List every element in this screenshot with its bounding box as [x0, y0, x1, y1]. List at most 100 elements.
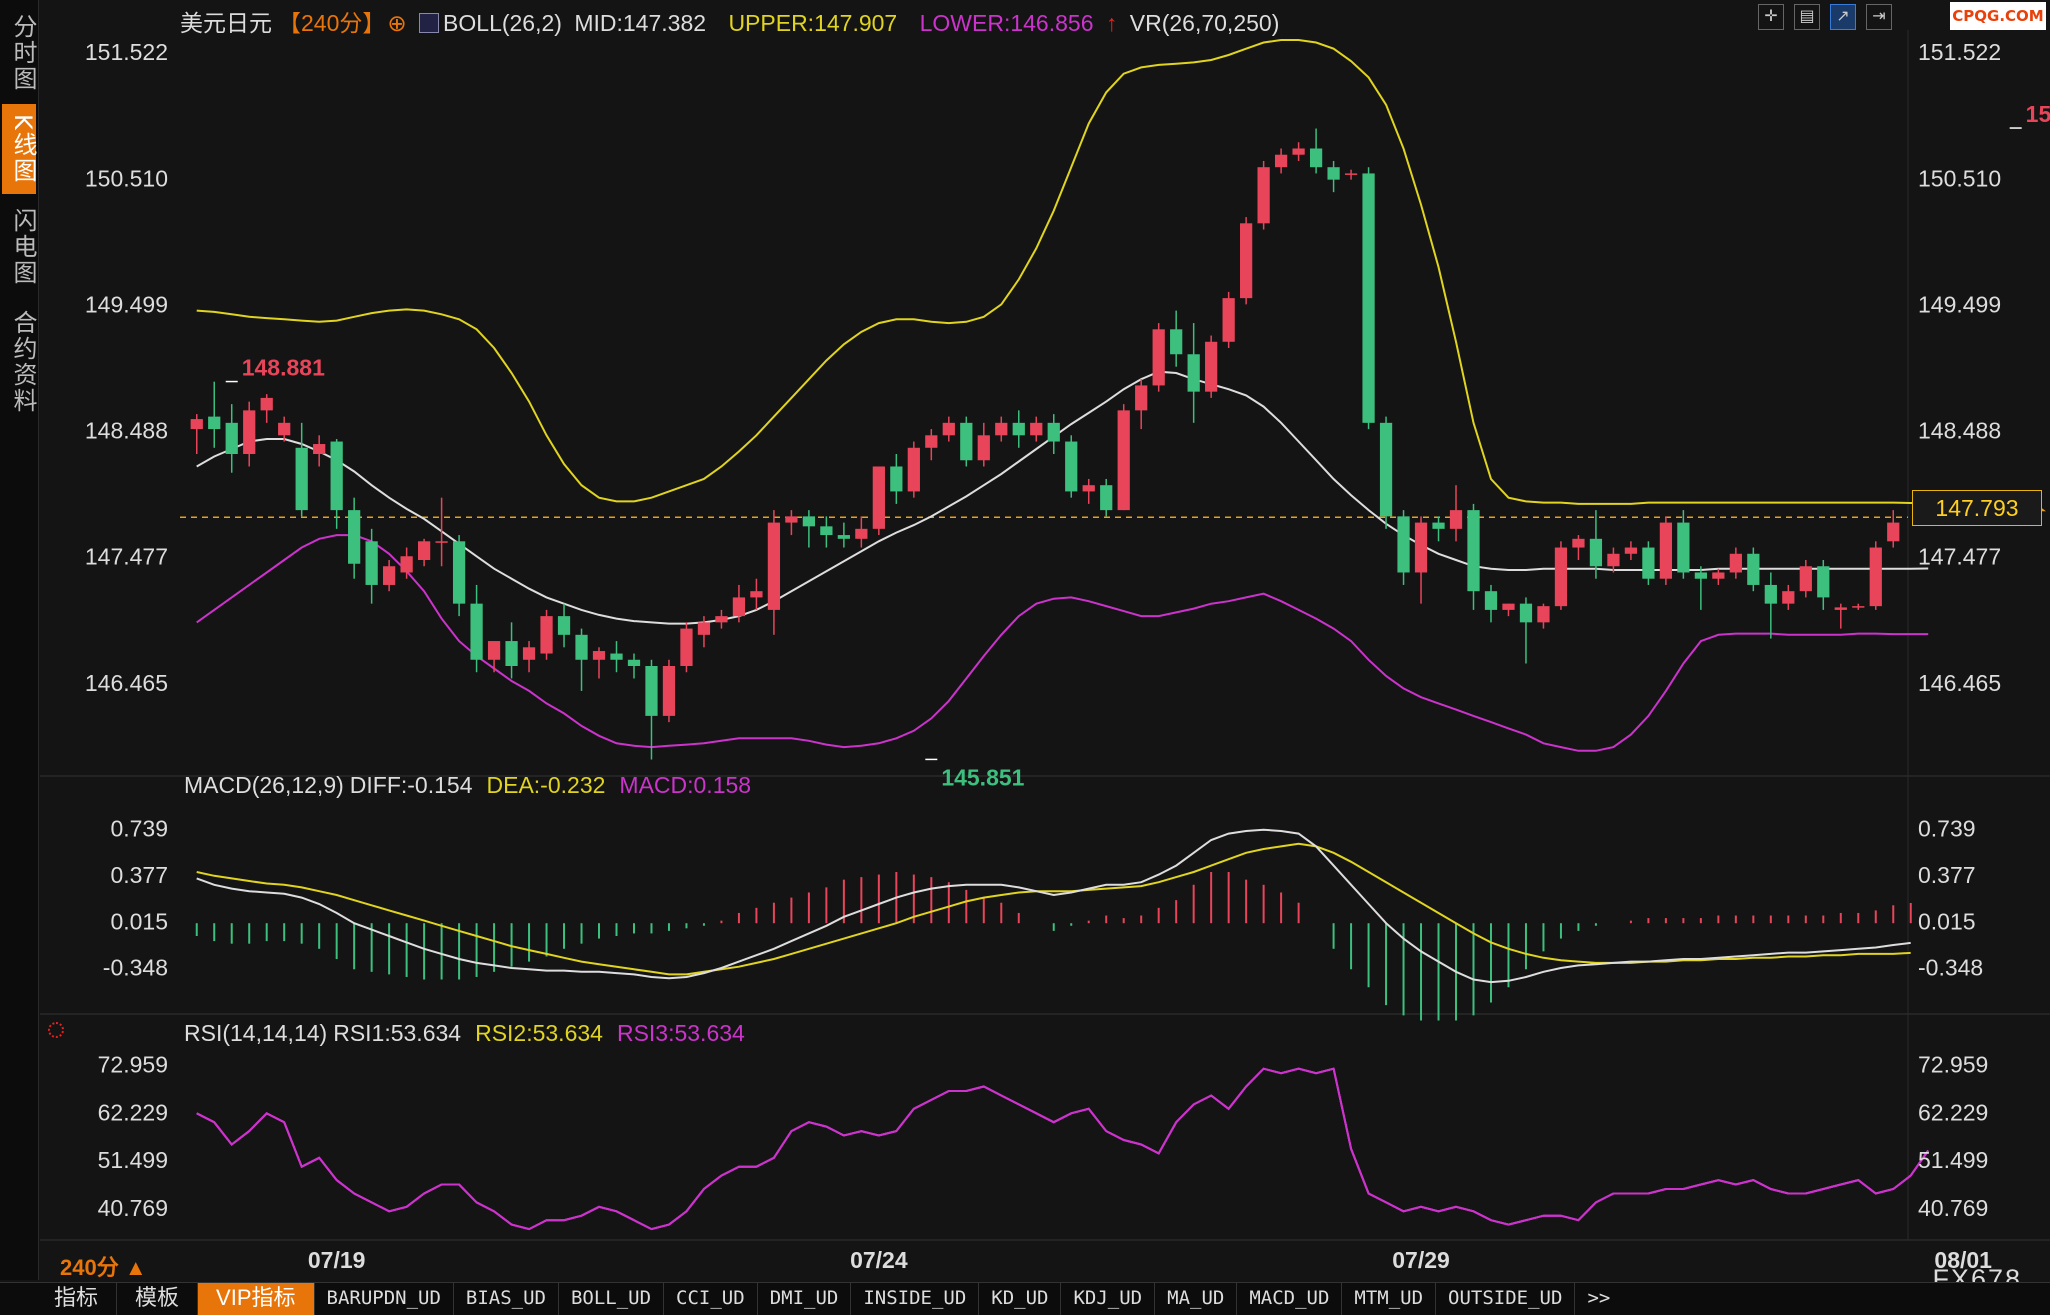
target-icon[interactable] [48, 1022, 64, 1038]
candle [522, 641, 536, 673]
low-label: 145.851 [941, 764, 1024, 790]
candle [1327, 160, 1340, 193]
high-label: 148.881 [242, 355, 325, 381]
tab-macd-ud[interactable]: MACD_UD [1237, 1283, 1343, 1315]
candle [1344, 169, 1358, 180]
tab-mtm-ud[interactable]: MTM_UD [1342, 1283, 1437, 1315]
sidebar-item-contract-info[interactable]: 合约资料 [9, 310, 37, 414]
candle-body [1712, 572, 1725, 579]
candle [627, 653, 641, 679]
symbol-name: 美元日元 [180, 10, 272, 36]
candle-body [1152, 329, 1165, 386]
price-tick-right: 147.477 [1918, 544, 2001, 570]
candle-body [1537, 606, 1550, 623]
layout-icon[interactable]: ▤ [1794, 4, 1820, 30]
candle-body [575, 634, 588, 660]
rsi2-line [196, 1067, 1930, 1231]
chart-mode-icon[interactable]: ↗ [1830, 4, 1856, 30]
tab-more[interactable]: >> [1587, 1287, 1611, 1309]
candle-body [995, 422, 1008, 436]
candle-body [1012, 422, 1025, 436]
candle [1414, 516, 1428, 604]
tab-indicators[interactable]: 指标 [0, 1283, 118, 1315]
candle-body [1030, 422, 1043, 436]
candle-body [1729, 553, 1742, 573]
candle-body [313, 444, 326, 455]
candle [1869, 541, 1882, 610]
tab-kdj-ud[interactable]: KDJ_UD [1061, 1283, 1156, 1315]
candle-body [960, 422, 973, 461]
candle-body [610, 653, 623, 660]
candle [295, 422, 308, 517]
candle-body [1327, 167, 1340, 180]
vr-label[interactable]: VR(26,70,250) [1129, 10, 1280, 36]
candle-body [557, 616, 571, 635]
candle-body [1607, 553, 1620, 567]
candle-body [1887, 522, 1900, 542]
rsi2-value: RSI2:53.634 [475, 1020, 603, 1046]
tab-outside-ud[interactable]: OUTSIDE_UD [1436, 1283, 1576, 1315]
candle-body [1694, 572, 1707, 579]
candle [1065, 435, 1078, 498]
next-icon[interactable]: ⇥ [1866, 4, 1892, 30]
candle-body [872, 466, 885, 529]
tab-boll-ud[interactable]: BOLL_UD [559, 1283, 665, 1315]
candle [575, 628, 588, 691]
candle-body [1554, 547, 1568, 607]
date-tick: 07/19 [308, 1247, 366, 1273]
tab-bias-ud[interactable]: BIAS_UD [454, 1283, 559, 1315]
candle-body [680, 628, 693, 667]
tab-vip-indicators[interactable]: VIP指标 [198, 1283, 315, 1315]
tab-ma-ud[interactable]: MA_UD [1155, 1283, 1238, 1315]
arrow-up-icon[interactable]: ↑ [1105, 10, 1118, 36]
macd-tick-left: 0.015 [110, 908, 168, 934]
candle [1712, 568, 1725, 585]
candle [417, 538, 431, 567]
tab-dmi-ud[interactable]: DMI_UD [758, 1283, 852, 1315]
candle [1152, 323, 1165, 392]
candle [837, 522, 850, 548]
candle-body [1135, 385, 1148, 411]
tab-barupdn-ud[interactable]: BARUPDN_UD [315, 1283, 454, 1315]
period-selector[interactable]: 【240分】 [278, 10, 386, 36]
candle-body [417, 541, 431, 561]
candle-body [925, 435, 938, 448]
candle [400, 547, 413, 579]
tab-cci-ud[interactable]: CCI_UD [664, 1283, 758, 1315]
candle-body [627, 659, 641, 667]
candle [855, 516, 868, 548]
crosshair-tool-icon[interactable]: ✛ [1758, 4, 1784, 30]
boll-upper: UPPER:147.907 [728, 10, 898, 36]
candle-body [1677, 522, 1690, 573]
candle-body [470, 603, 483, 660]
candle [1047, 414, 1060, 455]
candle-body [435, 541, 448, 543]
site-logo: CPQG.COM [1950, 2, 2046, 30]
candle [243, 401, 256, 467]
tab-inside-ud[interactable]: INSIDE_UD [851, 1283, 980, 1315]
candle [1677, 510, 1690, 579]
period-label[interactable]: 240分 ▲ [60, 1255, 147, 1280]
candle-body [1117, 410, 1130, 511]
candle [1379, 416, 1393, 529]
left-sidebar: 分时图 K线图 闪电图 合约资料 [0, 0, 39, 1280]
tab-kd-ud[interactable]: KD_UD [979, 1283, 1062, 1315]
indicator-chart-icon[interactable] [419, 13, 440, 33]
macd-diff: DIFF:-0.154 [349, 772, 473, 798]
candle [802, 510, 816, 548]
candle [452, 535, 466, 617]
sidebar-item-kline[interactable]: K线图 [2, 104, 37, 194]
candle [1292, 142, 1305, 161]
tab-templates[interactable]: 模板 [117, 1283, 199, 1315]
candle [1572, 535, 1585, 561]
crosshair-icon[interactable]: ⊕ [387, 10, 407, 36]
candle [1799, 560, 1812, 598]
sidebar-item-timeshare[interactable]: 分时图 [9, 14, 37, 92]
candle-body [1432, 522, 1445, 529]
sidebar-item-flash-chart[interactable]: 闪电图 [9, 208, 37, 286]
axes: 151.522 151.522 150.510 150.510 149.499 149.4… [85, 39, 2001, 1273]
boll-lower-line [196, 534, 1929, 752]
candle [767, 510, 781, 635]
